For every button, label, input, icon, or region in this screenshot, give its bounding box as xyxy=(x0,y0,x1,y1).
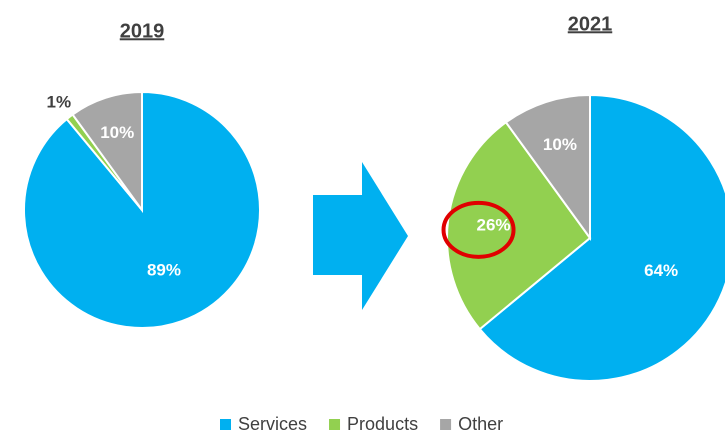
legend-label: Services xyxy=(238,414,307,434)
pie-slice xyxy=(478,93,725,382)
data-label: 64% xyxy=(644,261,678,280)
pie-slice xyxy=(504,93,591,242)
legend-label: Other xyxy=(458,414,503,434)
legend-label: Products xyxy=(347,414,418,434)
pie-title: 2021 xyxy=(568,13,613,35)
data-label: 1% xyxy=(47,92,72,111)
legend-swatch xyxy=(329,419,341,430)
arrow xyxy=(313,162,408,310)
data-label: 26% xyxy=(477,215,511,234)
data-label: 10% xyxy=(100,123,134,142)
highlight-circle xyxy=(441,200,516,259)
legend-swatch xyxy=(440,419,452,430)
pie-title: 2019 xyxy=(120,20,165,42)
pie-slice xyxy=(446,120,592,331)
data-label: 10% xyxy=(543,135,577,154)
data-label: 89% xyxy=(147,261,181,280)
pie-slice xyxy=(71,90,143,214)
legend-swatch xyxy=(220,419,231,430)
